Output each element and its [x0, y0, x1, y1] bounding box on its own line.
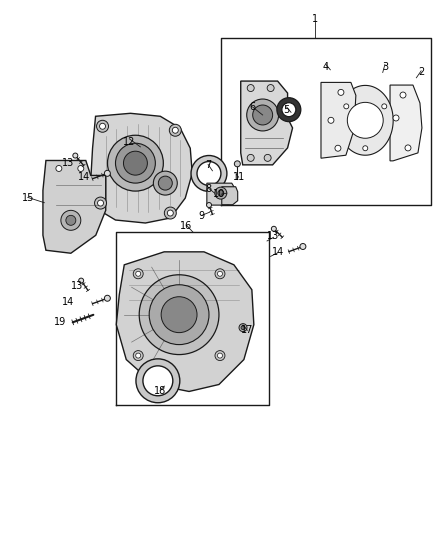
Circle shape [347, 102, 383, 138]
Circle shape [247, 155, 254, 161]
Circle shape [133, 269, 143, 279]
Text: 7: 7 [205, 160, 211, 171]
Polygon shape [222, 187, 238, 205]
Text: 4: 4 [323, 62, 329, 72]
Circle shape [253, 105, 272, 125]
Polygon shape [390, 85, 422, 161]
Polygon shape [207, 183, 235, 205]
Circle shape [247, 85, 254, 92]
Circle shape [133, 351, 143, 360]
Circle shape [104, 295, 110, 301]
Circle shape [149, 285, 209, 345]
Circle shape [363, 146, 368, 151]
Text: 10: 10 [213, 189, 225, 199]
Circle shape [95, 197, 106, 209]
Circle shape [272, 227, 276, 231]
Circle shape [207, 203, 212, 207]
Polygon shape [116, 252, 254, 391]
Text: 8: 8 [205, 184, 211, 195]
Circle shape [277, 98, 301, 122]
Circle shape [73, 153, 78, 158]
Text: 18: 18 [154, 386, 166, 397]
Circle shape [136, 271, 141, 276]
Circle shape [239, 324, 247, 332]
Circle shape [247, 99, 279, 131]
Circle shape [136, 359, 180, 403]
Circle shape [161, 297, 197, 333]
Polygon shape [241, 81, 293, 165]
Polygon shape [91, 114, 192, 223]
Circle shape [300, 244, 306, 249]
Circle shape [241, 326, 245, 329]
Polygon shape [321, 83, 356, 158]
Text: 16: 16 [180, 221, 192, 231]
Circle shape [218, 271, 223, 276]
Circle shape [267, 85, 274, 92]
Circle shape [215, 351, 225, 360]
Circle shape [66, 215, 76, 225]
Circle shape [107, 135, 163, 191]
Circle shape [172, 127, 178, 133]
Circle shape [191, 156, 227, 191]
Circle shape [159, 176, 172, 190]
Circle shape [218, 353, 223, 358]
Circle shape [136, 353, 141, 358]
Circle shape [170, 124, 181, 136]
Circle shape [215, 269, 225, 279]
Text: 15: 15 [21, 193, 34, 204]
Text: 11: 11 [233, 172, 245, 182]
Circle shape [104, 171, 110, 176]
Circle shape [400, 92, 406, 98]
Circle shape [382, 104, 387, 109]
Circle shape [98, 200, 103, 206]
Circle shape [139, 275, 219, 354]
Text: 13: 13 [268, 231, 280, 241]
Text: 3: 3 [382, 62, 388, 72]
Circle shape [153, 171, 177, 195]
Text: 2: 2 [418, 68, 424, 77]
Circle shape [99, 123, 106, 130]
Text: 13: 13 [62, 158, 74, 168]
Circle shape [56, 165, 62, 172]
Circle shape [282, 103, 296, 117]
Text: 12: 12 [124, 136, 136, 147]
Circle shape [164, 207, 177, 219]
Text: 5: 5 [283, 104, 290, 115]
Circle shape [218, 190, 224, 196]
Circle shape [328, 117, 334, 123]
Circle shape [96, 120, 109, 132]
Circle shape [79, 278, 84, 283]
Circle shape [264, 155, 271, 161]
Circle shape [124, 151, 148, 175]
Circle shape [405, 145, 411, 151]
Text: 9: 9 [198, 211, 205, 221]
Polygon shape [337, 85, 393, 155]
Circle shape [234, 161, 240, 167]
Text: 14: 14 [78, 172, 90, 182]
Circle shape [167, 210, 173, 216]
Circle shape [215, 187, 227, 199]
Circle shape [143, 366, 173, 396]
Text: 13: 13 [71, 281, 83, 291]
Text: 14: 14 [62, 296, 74, 306]
Circle shape [78, 165, 84, 172]
Circle shape [393, 115, 399, 121]
Circle shape [338, 90, 344, 95]
Polygon shape [43, 160, 106, 253]
Circle shape [116, 143, 155, 183]
Text: 1: 1 [312, 14, 318, 25]
Circle shape [61, 211, 81, 230]
Circle shape [197, 161, 221, 185]
Circle shape [335, 145, 341, 151]
Text: 17: 17 [241, 325, 254, 335]
Circle shape [344, 104, 349, 109]
Text: 14: 14 [272, 247, 284, 256]
Text: 6: 6 [250, 102, 256, 112]
Text: 19: 19 [53, 317, 66, 327]
